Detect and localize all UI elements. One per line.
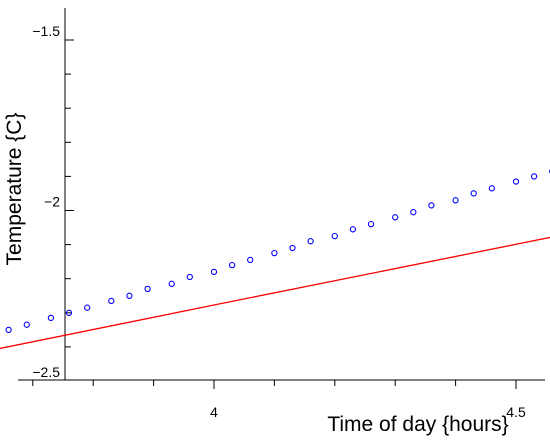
data-point (428, 202, 435, 209)
data-point (247, 256, 254, 264)
data-point (410, 209, 417, 216)
data-point (289, 244, 296, 252)
y-tick-label: −2 (44, 194, 60, 210)
y-tick-label: −2.5 (32, 364, 60, 380)
y-tick-label: −1.5 (32, 23, 60, 39)
data-point (144, 285, 151, 293)
y-axis-title: Temperature {C} (3, 113, 26, 266)
data-point (186, 273, 193, 281)
data-point (470, 190, 477, 197)
data-point (210, 268, 218, 276)
data-point (47, 314, 55, 322)
marker-series (5, 169, 550, 334)
data-point (228, 261, 236, 269)
x-tick-label: 4 (210, 404, 218, 420)
data-point (126, 292, 133, 299)
data-point (84, 304, 91, 311)
data-point (23, 321, 30, 328)
data-point (168, 280, 175, 287)
data-point (392, 214, 399, 221)
data-point (5, 326, 12, 334)
data-point (530, 173, 538, 180)
data-point (271, 249, 278, 257)
data-point (331, 232, 338, 240)
x-tick-label: 4.5 (506, 404, 526, 420)
x-axis-title: Time of day {hours} (327, 413, 508, 436)
data-point (307, 238, 314, 245)
y-axis: −1.5 −2 −2.5 (32, 8, 74, 380)
data-point (349, 226, 357, 233)
data-point (512, 178, 520, 185)
fit-line-series (0, 236, 550, 350)
x-axis: 3.544.55 (18, 379, 545, 420)
y-ticks: −1.5 −2 −2.5 (32, 23, 74, 380)
data-point (367, 220, 375, 228)
x-ticks: 3.544.55 (32, 380, 526, 420)
data-point (452, 197, 459, 204)
data-point (488, 185, 495, 192)
fit-line (0, 236, 550, 350)
data-point (65, 309, 73, 316)
data-point (108, 297, 115, 305)
